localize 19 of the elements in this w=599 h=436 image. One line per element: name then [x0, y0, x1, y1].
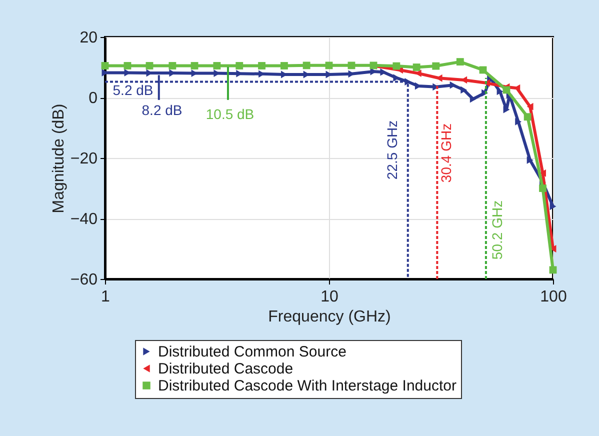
x-tick-label: 100: [540, 288, 567, 306]
annotation: 30.4 GHz: [438, 123, 454, 183]
y-tick-label: 0: [88, 90, 98, 107]
y-tick-label: −60: [70, 272, 98, 288]
x-tick-label: 1: [101, 288, 110, 306]
y-tick-label: −20: [70, 150, 98, 168]
legend-label: Distributed Cascode With Interstage Inductor: [158, 378, 456, 394]
y-axis-title: Magnitude (dB): [50, 104, 68, 214]
annotation: 10.5 dB: [206, 106, 254, 122]
y-tick-label: −40: [70, 211, 98, 228]
annotation: 8.2 dB: [142, 102, 182, 118]
annotation: 50.2 GHz: [489, 200, 505, 260]
annotation: 5.2 dB: [112, 82, 154, 98]
legend-label: Distributed Common Source: [158, 344, 346, 360]
x-tick-label: 10: [320, 288, 338, 306]
legend-label: Distributed Cascode: [158, 360, 294, 378]
annotation: 22.5 GHz: [384, 120, 400, 180]
x-axis-title: Frequency (GHz): [268, 308, 391, 326]
y-tick-label: 20: [80, 30, 98, 46]
